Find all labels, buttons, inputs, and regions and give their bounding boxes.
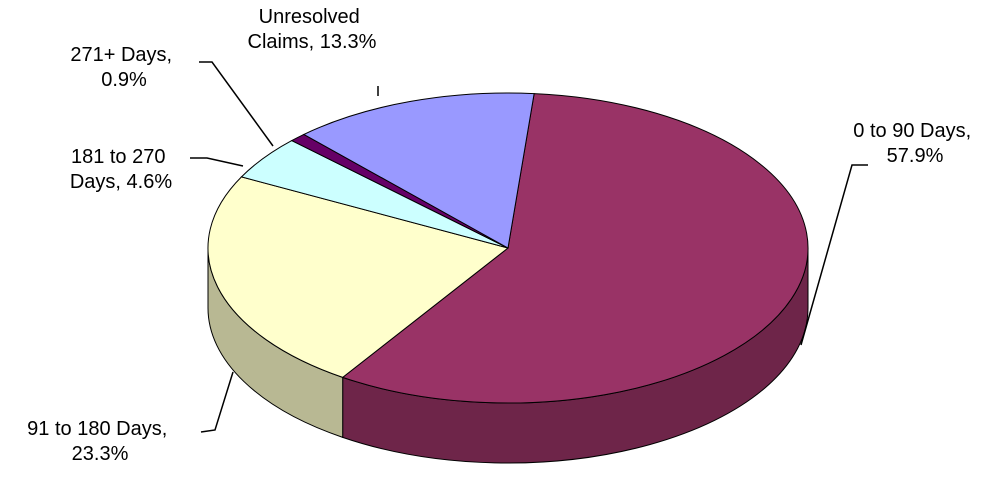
slice-label-91-180-days: 91 to 180 Days, 23.3% xyxy=(27,418,173,465)
slice-labels: 0 to 90 Days, 57.9% 91 to 180 Days, 23.3… xyxy=(27,6,976,465)
leader-lines xyxy=(190,61,868,433)
slice-label-271-plus-days: 271+ Days, 0.9% xyxy=(70,44,177,91)
pie-top-faces xyxy=(207,92,809,404)
slice-label-unresolved-claims: Unresolved Claims, 13.3% xyxy=(248,6,377,53)
slice-label-0-90-days: 0 to 90 Days, 57.9% xyxy=(853,120,976,167)
slice-label-181-270-days: 181 to 270 Days, 4.6% xyxy=(70,146,172,193)
leader-271-plus-days xyxy=(199,61,274,147)
leader-0-90-days xyxy=(800,164,868,346)
pie-slice-91-to-180-days-23-3 xyxy=(207,176,510,378)
pie-slice-0-to-90-days-57-9 xyxy=(341,93,809,404)
leader-181-270-days xyxy=(190,157,244,167)
leader-91-180-days xyxy=(200,371,234,433)
pie-slice-unresolved-claims-13-3 xyxy=(302,92,535,249)
